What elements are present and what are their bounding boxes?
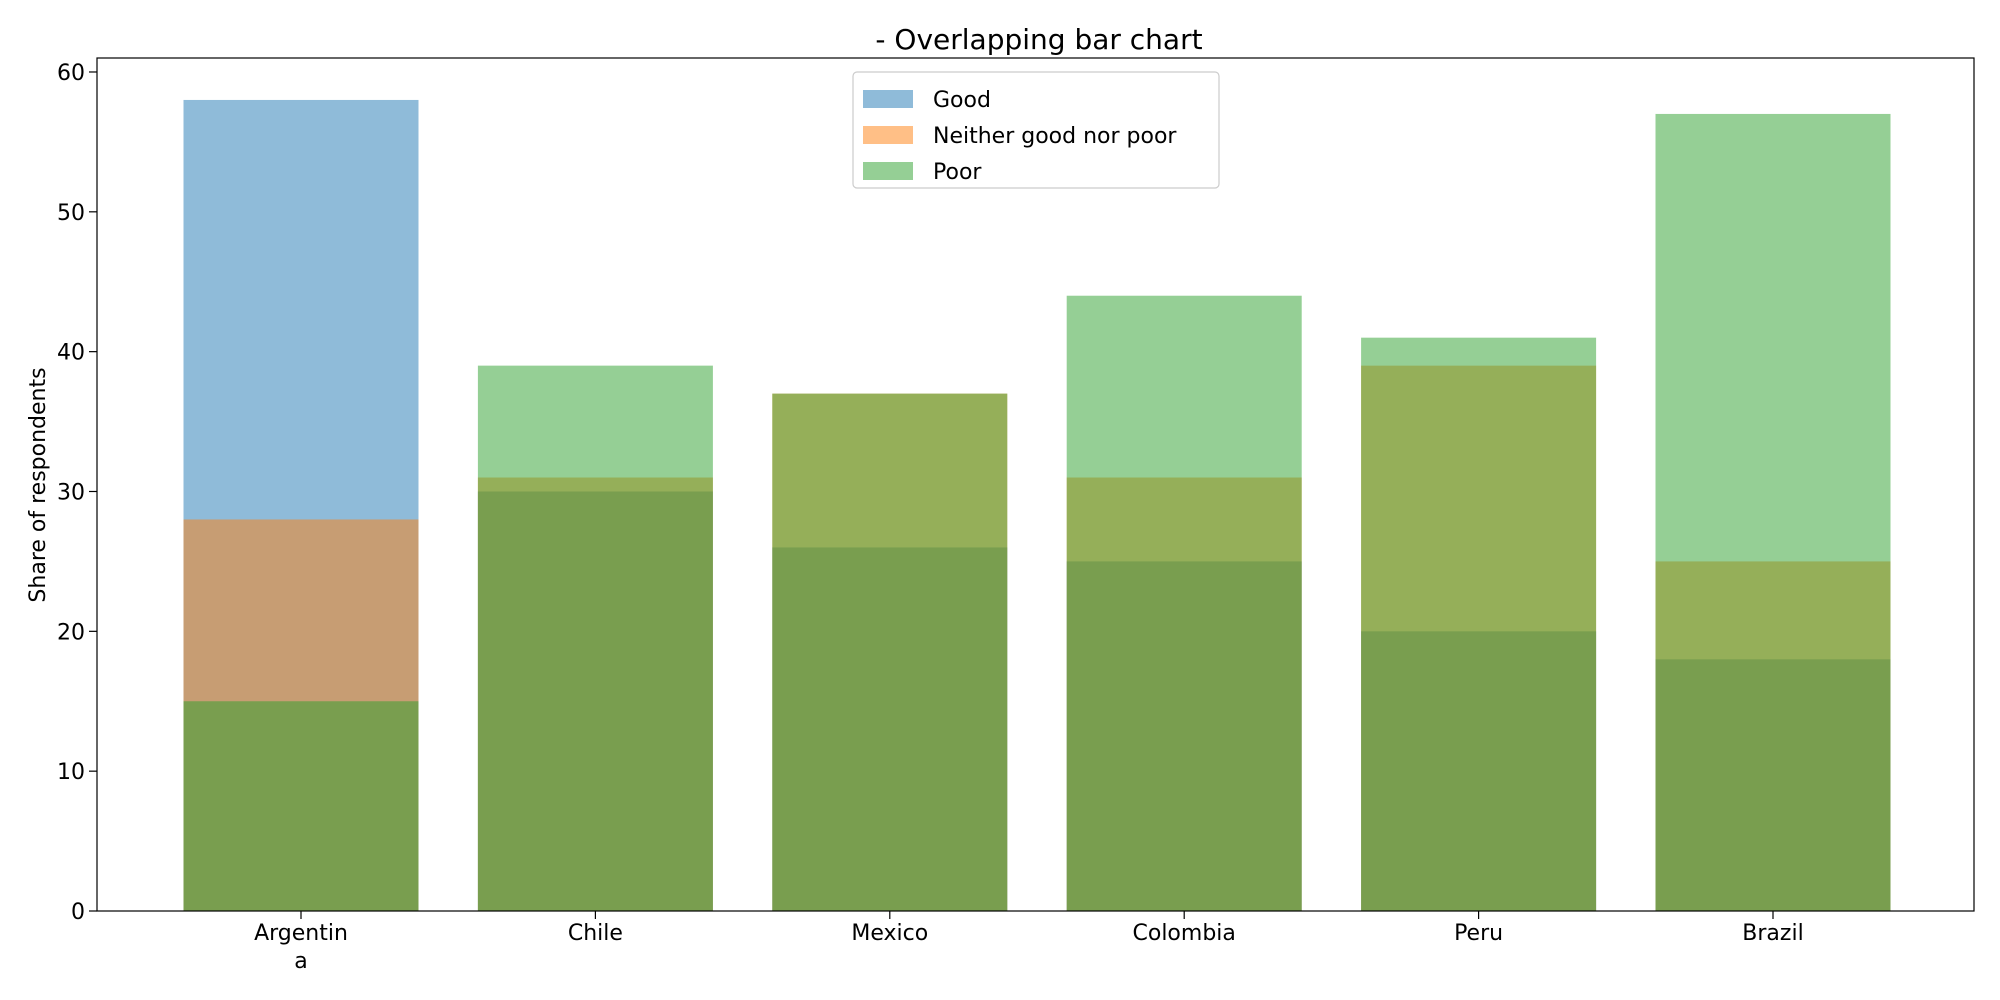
y-tick-label: 60 [57, 61, 85, 86]
legend-swatch [863, 90, 913, 108]
y-tick-label: 50 [57, 201, 85, 226]
y-tick-label: 10 [57, 760, 85, 785]
bar-poor-argentina [183, 701, 419, 911]
y-tick-label: 20 [57, 620, 85, 645]
bar-poor-colombia [1066, 295, 1302, 912]
bar-poor-brazil [1655, 113, 1891, 912]
bar-poor-chile [477, 365, 713, 911]
y-tick-label: 30 [57, 480, 85, 505]
x-tick-label: Peru [1454, 921, 1503, 946]
x-tick-label: Chile [568, 921, 623, 946]
y-tick-label: 40 [57, 341, 85, 366]
x-tick-label: Argentin a [254, 921, 348, 974]
legend-label: Neither good nor poor [933, 124, 1177, 149]
x-tick-label: Mexico [851, 921, 928, 946]
chart-title: - Overlapping bar chart [875, 23, 1202, 56]
x-tick-label: Colombia [1133, 921, 1236, 946]
legend-swatch [863, 162, 913, 180]
bars [183, 99, 1891, 912]
bar-poor-mexico [772, 393, 1008, 911]
x-axis-ticks: Argentin a Chile Mexico Colombia Peru Brazil [254, 911, 1804, 974]
bar-poor-peru [1361, 337, 1597, 911]
legend-box [852, 71, 1220, 189]
y-tick-label: 0 [71, 900, 85, 925]
y-axis-ticks: 0 10 20 30 40 50 60 [57, 61, 97, 925]
legend: Good Neither good nor poor Poor [852, 71, 1220, 189]
legend-label: Poor [933, 160, 982, 185]
y-axis-title: Share of respondents [26, 367, 51, 602]
plot-frame [96, 57, 1975, 912]
x-tick-label: Brazil [1742, 921, 1803, 946]
legend-swatch [863, 126, 913, 144]
legend-label: Good [933, 88, 991, 113]
